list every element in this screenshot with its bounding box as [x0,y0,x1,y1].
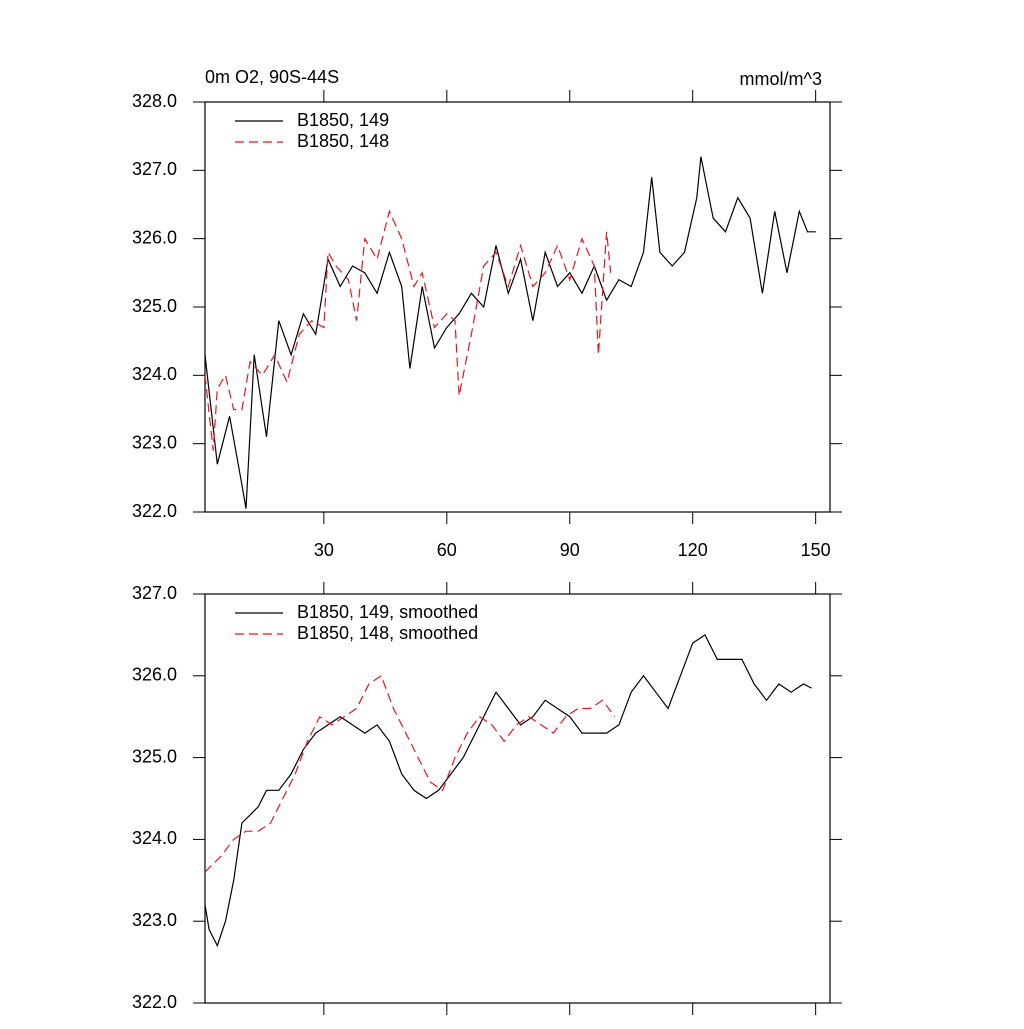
y-tick-label: 325.0 [132,746,177,766]
y-tick-label: 323.0 [132,432,177,452]
y-tick-label: 322.0 [132,501,177,521]
units-label: mmol/m^3 [740,69,822,89]
x-tick-label: 60 [437,540,457,560]
data-line [204,634,812,948]
y-tick-label: 325.0 [132,296,177,316]
y-tick-label: 327.0 [132,583,177,603]
y-tick-label: 326.0 [132,665,177,685]
y-tick-label: 323.0 [132,910,177,930]
data-line [204,674,616,873]
y-tick-label: 327.0 [132,159,177,179]
data-line [204,209,612,451]
x-tick-label: 90 [560,540,580,560]
y-tick-label: 328.0 [132,91,177,111]
x-tick-label: 30 [314,540,334,560]
y-tick-label: 326.0 [132,227,177,247]
plot-frame [204,101,831,513]
y-tick-label: 322.0 [132,992,177,1012]
plot-frame [204,593,831,1004]
y-tick-label: 324.0 [132,364,177,384]
legend-label: B1850, 149, smoothed [297,602,478,622]
x-tick-label: 120 [678,540,708,560]
x-tick-label: 150 [801,540,831,560]
data-line [204,156,816,509]
legend-label: B1850, 148 [297,131,389,151]
legend-label: B1850, 148, smoothed [297,623,478,643]
chart-title: 0m O2, 90S-44S [205,67,339,87]
y-tick-label: 324.0 [132,828,177,848]
legend-label: B1850, 149 [297,110,389,130]
